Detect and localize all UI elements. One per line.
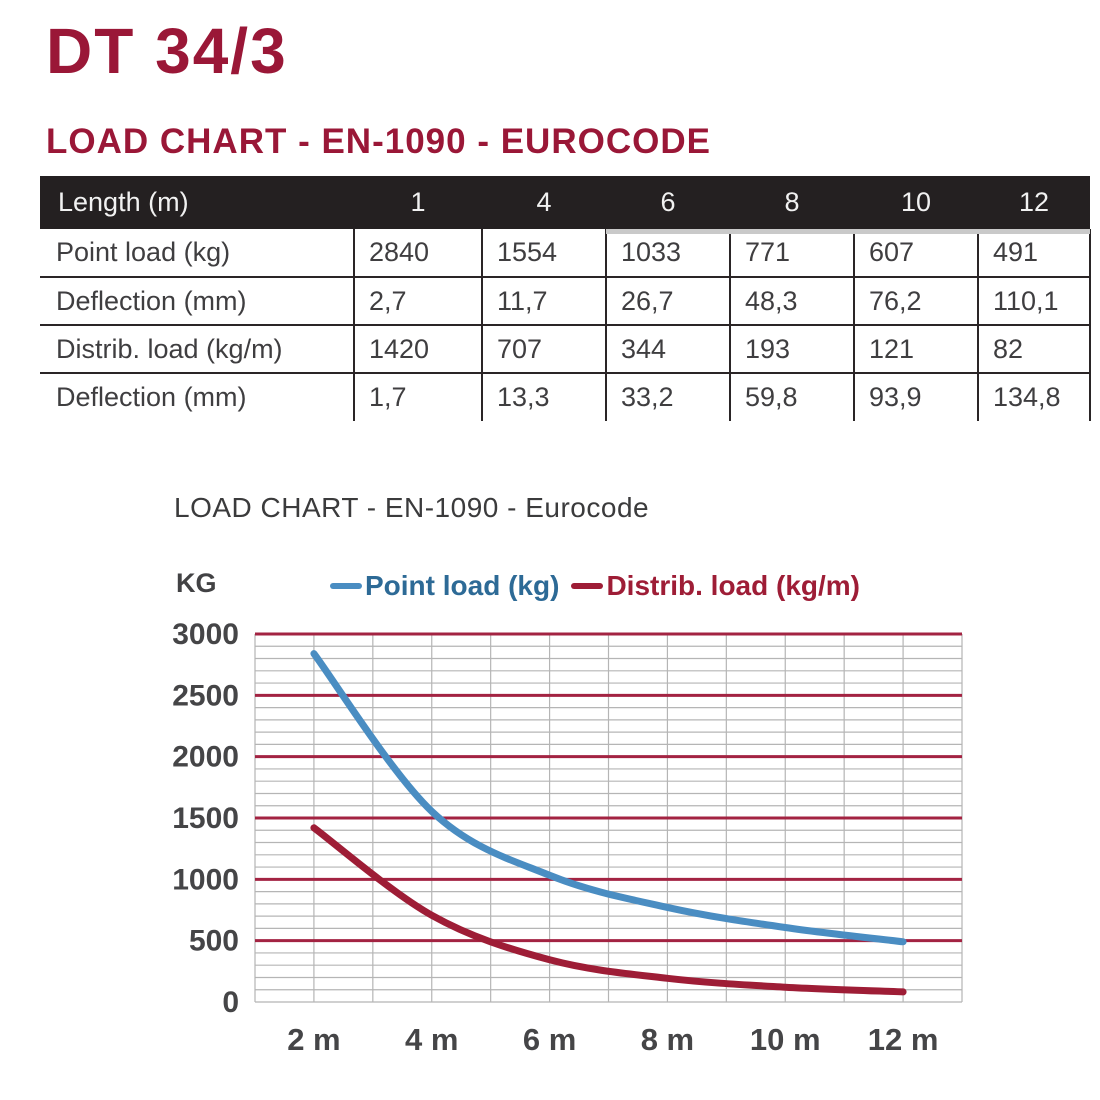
table-cell: 344: [605, 325, 730, 373]
table-cell: 2,7: [353, 277, 482, 325]
table-row: Distrib. load (kg/m) 1420 707 344 193 121 82: [40, 325, 1091, 373]
load-table-header: Length (m) 1 4 6 8 10 12: [40, 176, 1090, 229]
y-tick-label: 1000: [172, 863, 239, 896]
column-header-value: 10: [854, 176, 978, 229]
table-cell: 1420: [353, 325, 482, 373]
table-row: Point load (kg) 2840 1554 1033 771 607 491: [40, 229, 1091, 277]
x-tick-label: 8 m: [641, 1022, 694, 1057]
table-cell: 134,8: [977, 373, 1091, 421]
load-table: Length (m) 1 4 6 8 10 12 Point load (kg) 2840 15…: [40, 176, 1091, 421]
y-tick-label: 1500: [172, 802, 239, 835]
load-table-body: Point load (kg) 2840 1554 1033 771 607 491 Defl…: [40, 229, 1091, 421]
table-cell: 76,2: [853, 277, 978, 325]
distrib-load-curve: [310, 824, 907, 996]
table-cell: 59,8: [729, 373, 854, 421]
y-tick-label: 2500: [172, 679, 239, 712]
row-label: Point load (kg): [40, 229, 354, 277]
y-tick-label: 0: [222, 986, 239, 1019]
column-header-value: 6: [606, 176, 730, 229]
x-tick-label: 2 m: [287, 1022, 340, 1057]
chart-title: LOAD CHART - EN-1090 - Eurocode: [174, 492, 650, 523]
row-label: Deflection (mm): [40, 277, 354, 325]
product-title: DT 34/3: [46, 15, 288, 87]
row-label: Deflection (mm): [40, 373, 354, 421]
y-tick-label: 3000: [172, 618, 239, 651]
point-load-legend-label: Point load (kg): [365, 570, 560, 601]
chart-legend: Point load (kg) Distrib. load (kg/m): [330, 570, 860, 602]
column-header-length: Length (m): [40, 176, 354, 229]
table-cell: 26,7: [605, 277, 730, 325]
table-cell: 1,7: [353, 373, 482, 421]
table-cell: 13,3: [481, 373, 606, 421]
section-title: LOAD CHART - EN-1090 - EUROCODE: [46, 122, 711, 161]
table-cell: 110,1: [977, 277, 1091, 325]
x-tick-label: 12 m: [868, 1022, 939, 1057]
table-cell: 11,7: [481, 277, 606, 325]
table-cell: 771: [729, 229, 854, 277]
row-label: Distrib. load (kg/m): [40, 325, 354, 373]
column-header-value: 8: [730, 176, 854, 229]
y-tick-label: 2000: [172, 741, 239, 774]
table-cell: 93,9: [853, 373, 978, 421]
table-cell: 607: [853, 229, 978, 277]
load-chart: 0 500 1000 1500 2000 2500 3000 2 m 4 m 6 m 8 m 10 m…: [172, 618, 963, 1057]
distrib-load-legend-swatch: [571, 583, 604, 589]
table-cell: 33,2: [605, 373, 730, 421]
x-tick-label: 6 m: [523, 1022, 576, 1057]
table-header-shadow: [606, 229, 1090, 234]
table-cell: 1554: [481, 229, 606, 277]
point-load-legend-swatch: [330, 583, 362, 589]
table-cell: 82: [977, 325, 1091, 373]
table-cell: 121: [853, 325, 978, 373]
x-tick-label: 10 m: [750, 1022, 821, 1057]
table-cell: 1033: [605, 229, 730, 277]
point-load-curve: [310, 650, 907, 946]
table-cell: 707: [481, 325, 606, 373]
column-header-value: 12: [978, 176, 1090, 229]
table-cell: 48,3: [729, 277, 854, 325]
distrib-load-legend-label: Distrib. load (kg/m): [606, 570, 861, 601]
table-row: Deflection (mm) 2,7 11,7 26,7 48,3 76,2 110,1: [40, 277, 1091, 325]
x-tick-label: 4 m: [405, 1022, 458, 1057]
y-axis-unit-label: KG: [176, 568, 217, 598]
table-cell: 2840: [353, 229, 482, 277]
y-tick-label: 500: [189, 925, 239, 958]
table-cell: 193: [729, 325, 854, 373]
column-header-value: 4: [482, 176, 606, 229]
column-header-value: 1: [354, 176, 482, 229]
table-row: Deflection (mm) 1,7 13,3 33,2 59,8 93,9 134,8: [40, 373, 1091, 421]
table-cell: 491: [977, 229, 1091, 277]
